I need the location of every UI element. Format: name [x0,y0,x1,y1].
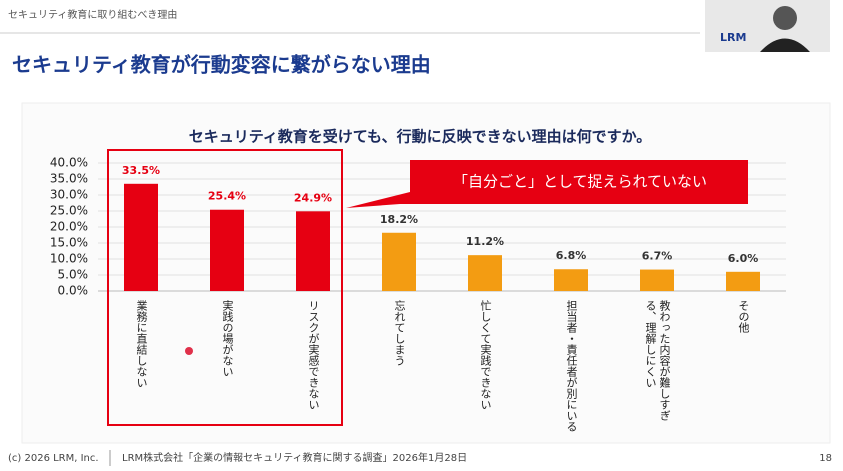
bar [640,269,674,291]
y-tick-label: 40.0% [50,156,88,170]
y-tick-label: 15.0% [50,236,88,250]
y-tick-label: 10.0% [50,252,88,266]
bar [726,271,760,291]
y-tick-label: 30.0% [50,188,88,202]
slide-title: セキュリティ教育が行動変容に繋がらない理由 [12,53,431,77]
webcam [705,0,830,52]
bar [210,209,244,291]
value-label: 24.9% [294,191,332,204]
copyright: (c) 2026 LRM, Inc. [8,453,99,464]
callout-text: 「自分ごと」として捉えられていない [453,173,707,191]
logo: LRM [720,31,746,44]
value-label: 25.4% [208,190,246,203]
x-tick-label: 担当者・責任者が別にいる [565,300,578,432]
y-tick-label: 5.0% [58,268,89,282]
x-tick-label: 忙しくて実践できない [479,300,492,410]
highlight-box [107,149,343,426]
source: LRM株式会社「企業の情報セキュリティ教育に関する調査」2026年1月28日 [122,451,467,464]
presenter [760,38,810,52]
x-tick-label: 忘れてしまう [393,300,406,366]
y-tick-label: 35.0% [50,172,88,186]
pointer [185,347,193,355]
page-number: 18 [819,453,832,464]
value-label: 6.7% [642,250,673,263]
x-tick-label: 業務に直結しない [135,300,148,388]
value-label: 18.2% [380,213,418,226]
value-label: 6.8% [556,249,587,262]
callout [346,160,748,208]
value-label: 6.0% [728,252,759,265]
bar [124,183,158,291]
y-tick-label: 20.0% [50,220,88,234]
bar [296,211,330,291]
x-tick-label: リスクが実感できない [307,300,320,410]
x-tick-label: その他 [737,300,750,333]
value-label: 11.2% [466,235,504,248]
x-tick-label: 実践の場がない [221,300,234,377]
presenter [773,6,797,30]
x-tick-label: 教わった内容が難しすぎる、理解しにくい [644,300,671,421]
bar [554,269,588,291]
bar [468,255,502,291]
value-label: 33.5% [122,164,160,177]
y-tick-label: 25.0% [50,204,88,218]
y-tick-label: 0.0% [58,284,89,298]
section-title: セキュリティ教育に取り組むべき理由 [8,8,177,21]
bar [382,232,416,291]
chart-title: セキュリティ教育を受けても、行動に反映できない理由は何ですか。 [189,128,652,146]
